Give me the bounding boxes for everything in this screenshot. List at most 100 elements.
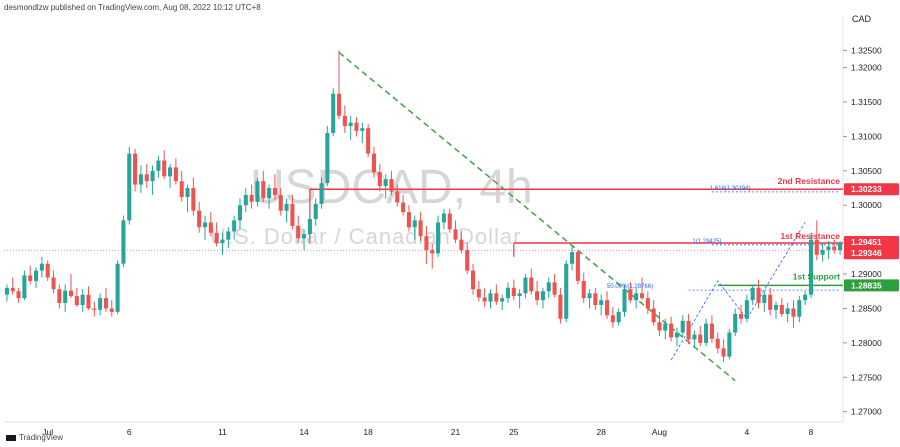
- fib-label: 50.00%(1.28766): [607, 284, 653, 290]
- candle-body: [657, 322, 662, 331]
- candle-body: [86, 294, 91, 309]
- candle-body: [168, 167, 173, 177]
- candle-body: [179, 181, 184, 197]
- candle-body: [465, 249, 470, 271]
- candle-body: [634, 293, 639, 301]
- candle-body: [115, 263, 120, 312]
- candle-body: [243, 194, 248, 206]
- y-tick-label: 1.27500: [851, 372, 882, 382]
- candle-body: [127, 153, 132, 221]
- candle-body: [302, 234, 307, 239]
- candle-body: [704, 323, 709, 343]
- candle-body: [401, 202, 406, 213]
- candle-body: [628, 289, 633, 301]
- tradingview-logo-icon: [6, 434, 16, 441]
- candle-body: [756, 287, 761, 303]
- candle-body: [80, 294, 85, 306]
- candle-body: [418, 220, 423, 237]
- candle-body: [202, 222, 208, 228]
- candle-body: [558, 294, 563, 319]
- candle-body: [220, 239, 225, 244]
- tradingview-brand: TradingView: [6, 433, 63, 442]
- candle-body: [336, 93, 342, 116]
- candle-body: [162, 160, 167, 177]
- fib-label: 1(1.29425): [692, 239, 721, 245]
- candle-body: [360, 128, 365, 131]
- candle-body: [331, 93, 336, 133]
- candle-body: [4, 287, 9, 295]
- candle-body: [773, 305, 779, 310]
- price-badge-label: 1.29346: [851, 248, 882, 258]
- price-badge-label: 1.28835: [851, 280, 882, 290]
- candle-body: [803, 294, 808, 301]
- x-tick-label: Aug: [652, 427, 667, 437]
- candle-body: [377, 172, 382, 186]
- level-name-label: 2nd Resistance: [778, 176, 841, 186]
- candle-body: [587, 293, 592, 299]
- candle-body: [34, 270, 39, 281]
- candle-body: [476, 289, 481, 298]
- candle-body: [453, 229, 458, 240]
- candle-body: [383, 179, 388, 186]
- x-tick-label: Jul: [42, 427, 53, 437]
- candle-body: [63, 290, 68, 303]
- candle-body: [39, 263, 44, 271]
- candle-body: [505, 287, 511, 299]
- candle-body: [570, 252, 575, 264]
- candle-body: [552, 282, 557, 295]
- y-tick-label: 1.32000: [851, 63, 882, 73]
- candle-body: [313, 203, 318, 219]
- candle-body: [604, 300, 610, 316]
- candle-body: [366, 128, 371, 154]
- candle-body: [430, 249, 435, 254]
- candle-body: [436, 222, 441, 254]
- candle-body: [156, 160, 161, 171]
- candle-body: [698, 334, 703, 343]
- candle-body: [820, 249, 825, 255]
- level-name-label: 1st Support: [793, 271, 840, 281]
- y-tick-label: 1.28000: [851, 338, 882, 348]
- x-tick-label: 6: [127, 427, 132, 437]
- price-badge: [844, 247, 899, 260]
- candle-body: [237, 205, 243, 221]
- price-badge: [844, 236, 899, 249]
- candle-body: [826, 246, 831, 250]
- x-tick-label: 14: [299, 427, 309, 437]
- x-tick-label: 4: [744, 427, 749, 437]
- candle-body: [797, 300, 802, 317]
- candle-body: [290, 203, 295, 226]
- candle-body: [185, 188, 190, 197]
- candle-body: [762, 294, 767, 303]
- candle-body: [267, 188, 272, 199]
- candle-body: [523, 277, 528, 294]
- candle-body: [645, 298, 650, 309]
- candle-body: [389, 179, 394, 192]
- price-badge-label: 1.29451: [851, 237, 882, 247]
- x-tick-label: 28: [596, 427, 606, 437]
- x-tick-label: 18: [363, 427, 373, 437]
- candle-body: [663, 323, 668, 331]
- candle-body: [488, 293, 493, 302]
- y-tick-label: 1.30500: [851, 166, 882, 176]
- candle-body: [325, 132, 330, 184]
- candle-body: [738, 313, 744, 319]
- candle-body: [785, 308, 790, 314]
- x-tick-label: 11: [218, 427, 227, 437]
- candle-body: [744, 300, 749, 319]
- candle-body: [45, 263, 50, 278]
- candle-body: [750, 287, 755, 301]
- candle-body: [272, 188, 277, 195]
- candle-body: [133, 153, 138, 185]
- candle-body: [342, 115, 347, 127]
- candle-body: [447, 213, 452, 230]
- candle-body: [51, 277, 56, 290]
- candle-body: [715, 338, 720, 349]
- candle-body: [511, 287, 516, 297]
- candle-body: [232, 220, 237, 232]
- candle-body: [639, 293, 645, 299]
- candle-body: [669, 323, 674, 338]
- candle-body: [680, 320, 685, 333]
- candle-body: [470, 270, 476, 290]
